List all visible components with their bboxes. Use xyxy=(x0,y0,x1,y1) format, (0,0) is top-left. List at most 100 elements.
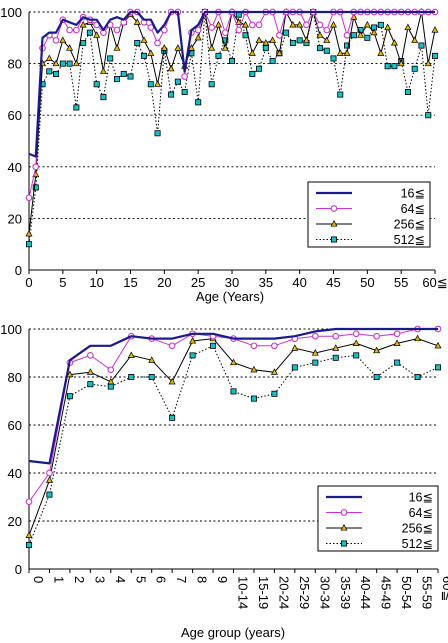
legend-label-1: 64≦ xyxy=(409,506,433,520)
data-point-series-3 xyxy=(330,55,337,62)
legend-marker-1 xyxy=(330,205,338,212)
data-point-series-3 xyxy=(59,60,66,67)
data-point-series-2 xyxy=(45,54,53,61)
data-point-series-3 xyxy=(404,88,411,95)
data-point-series-3 xyxy=(66,60,73,67)
data-point-series-2 xyxy=(189,337,197,344)
data-point-series-1 xyxy=(248,21,256,29)
data-point-series-2 xyxy=(332,344,340,351)
data-point-series-2 xyxy=(66,370,74,378)
data-point-series-3 xyxy=(168,91,175,98)
data-point-series-2 xyxy=(373,346,381,354)
data-point-series-2 xyxy=(160,44,168,51)
data-point-series-3 xyxy=(80,39,87,46)
x-tick-label: 25 xyxy=(191,275,205,290)
data-point-series-3 xyxy=(269,58,276,65)
data-point-series-3 xyxy=(53,70,60,77)
data-point-series-3 xyxy=(256,65,263,72)
x-tick-label: 5 xyxy=(59,275,66,290)
data-point-series-3 xyxy=(169,414,176,421)
data-point-series-2 xyxy=(352,339,360,346)
y-tick-label: 100 xyxy=(0,322,22,337)
x-axis-label: Age group (years) xyxy=(181,625,285,640)
series-line-3 xyxy=(28,345,439,546)
x-tick-label: 4 xyxy=(113,576,128,583)
data-point-series-3 xyxy=(323,47,330,54)
data-point-series-1 xyxy=(343,31,351,39)
x-tick-label: 60≦ xyxy=(422,275,447,290)
data-point-series-2 xyxy=(370,28,378,36)
data-point-series-2 xyxy=(336,49,344,56)
data-point-series-2 xyxy=(242,20,250,28)
x-tick-label: 25-29 xyxy=(297,576,312,609)
data-point-series-3 xyxy=(283,29,290,36)
data-point-series-2 xyxy=(221,44,229,51)
data-point-series-3 xyxy=(215,52,222,59)
data-point-series-1 xyxy=(221,29,229,36)
data-point-series-2 xyxy=(390,39,398,46)
data-point-series-3 xyxy=(25,241,32,248)
legend-marker-3 xyxy=(340,540,347,547)
series-line-0 xyxy=(28,327,438,465)
data-point-series-2 xyxy=(187,44,195,51)
y-tick-label: 40 xyxy=(8,160,22,175)
data-point-series-3 xyxy=(120,70,127,77)
data-point-series-1 xyxy=(52,37,60,44)
x-tick-label: 8 xyxy=(195,576,210,583)
data-point-series-3 xyxy=(384,63,391,70)
data-point-series-2 xyxy=(86,368,94,375)
data-point-series-2 xyxy=(168,377,176,385)
data-point-series-1 xyxy=(311,332,319,340)
x-tick-label: 20-24 xyxy=(276,576,291,609)
data-point-series-2 xyxy=(79,20,87,28)
data-point-series-2 xyxy=(174,44,182,51)
y-tick-label: 20 xyxy=(8,514,22,529)
data-point-series-1 xyxy=(46,469,53,477)
data-point-series-3 xyxy=(113,76,120,83)
x-tick-label: 55-59 xyxy=(420,576,435,609)
data-point-series-1 xyxy=(154,39,161,47)
data-point-series-1 xyxy=(32,163,40,171)
data-point-series-2 xyxy=(25,531,33,538)
data-point-series-3 xyxy=(181,88,188,95)
y-tick-label: 100 xyxy=(0,5,22,20)
data-point-series-3 xyxy=(350,32,357,39)
data-point-series-2 xyxy=(45,476,53,483)
series-line-0 xyxy=(28,10,435,158)
x-axis-label: Age (Years) xyxy=(196,289,264,304)
x-tick-label: 35 xyxy=(259,275,273,290)
data-point-series-2 xyxy=(127,351,135,358)
y-tick-label: 80 xyxy=(8,57,22,72)
data-point-series-3 xyxy=(425,112,432,119)
data-point-series-3 xyxy=(100,94,107,101)
x-tick-label: 45 xyxy=(326,275,340,290)
data-point-series-2 xyxy=(248,49,256,56)
data-point-series-3 xyxy=(316,45,323,52)
data-point-series-1 xyxy=(86,352,94,359)
data-point-series-2 xyxy=(377,49,385,56)
legend-marker-3 xyxy=(330,236,337,243)
data-point-series-3 xyxy=(411,65,418,72)
y-tick-label: 20 xyxy=(8,211,22,226)
data-point-series-1 xyxy=(332,332,340,340)
data-point-series-3 xyxy=(434,364,441,371)
y-tick-label: 60 xyxy=(8,418,22,433)
data-point-series-3 xyxy=(148,374,155,381)
data-point-series-2 xyxy=(214,20,222,28)
data-point-series-1 xyxy=(235,26,243,34)
legend-label-3: 512≦ xyxy=(402,537,433,551)
x-tick-label: 50 xyxy=(360,275,374,290)
x-tick-label: 45-49 xyxy=(379,576,394,609)
data-point-series-2 xyxy=(235,18,243,25)
data-point-series-1 xyxy=(73,26,80,34)
data-point-series-3 xyxy=(344,42,351,49)
data-point-series-2 xyxy=(107,377,115,385)
data-point-series-3 xyxy=(296,37,303,44)
data-point-series-1 xyxy=(25,498,33,506)
legend-label-3: 512≦ xyxy=(394,233,425,247)
legend-marker-1 xyxy=(340,509,348,516)
data-point-series-2 xyxy=(194,33,202,41)
series-line-1 xyxy=(28,11,435,198)
data-point-series-2 xyxy=(343,49,351,56)
